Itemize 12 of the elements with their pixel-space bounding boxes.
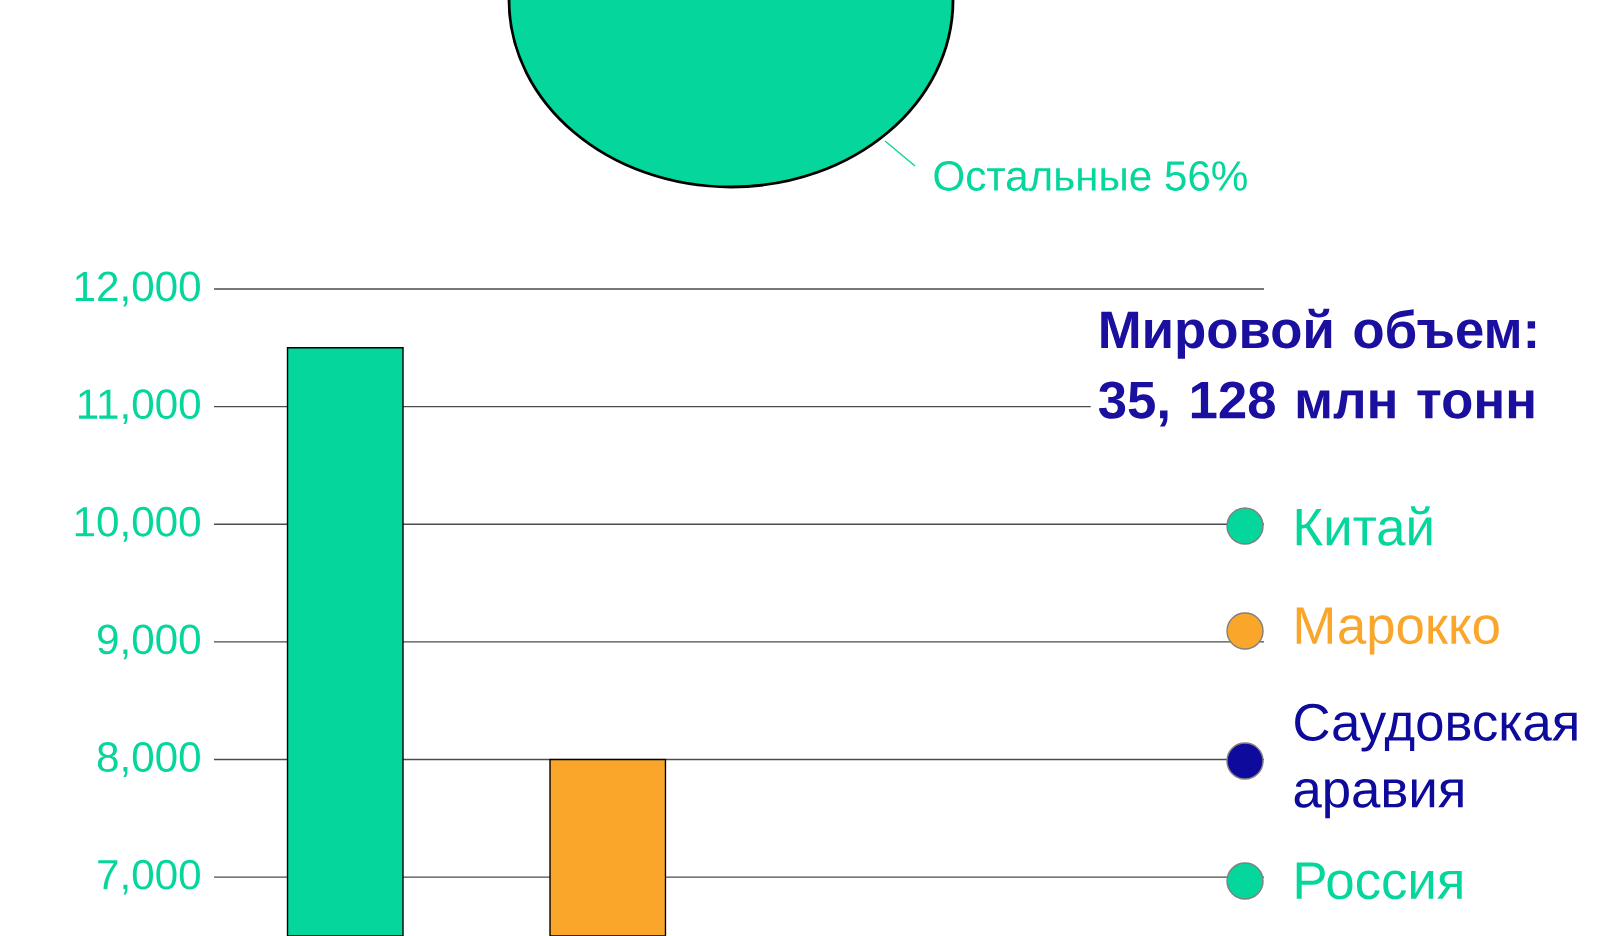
y-tick-label: 7,000 [98,859,200,895]
text: Остальные 56% [934,161,1247,191]
legend-label: Россия [1296,862,1462,900]
y-tick-label: 10,000 [75,506,200,542]
y-tick-label: 11,000 [78,389,200,425]
legend-label: Саудовская аравия [1294,703,1577,819]
y-tick-label: 8,000 [97,742,200,777]
legend-label: Китай [1296,506,1432,546]
y-tick-label: 9,000 [98,624,200,660]
y-tick-label: 12,000 [75,271,200,307]
legend-label: Марокко [1296,607,1499,655]
text: Мировой объем: 35, 128 млн тонн [1098,308,1536,427]
